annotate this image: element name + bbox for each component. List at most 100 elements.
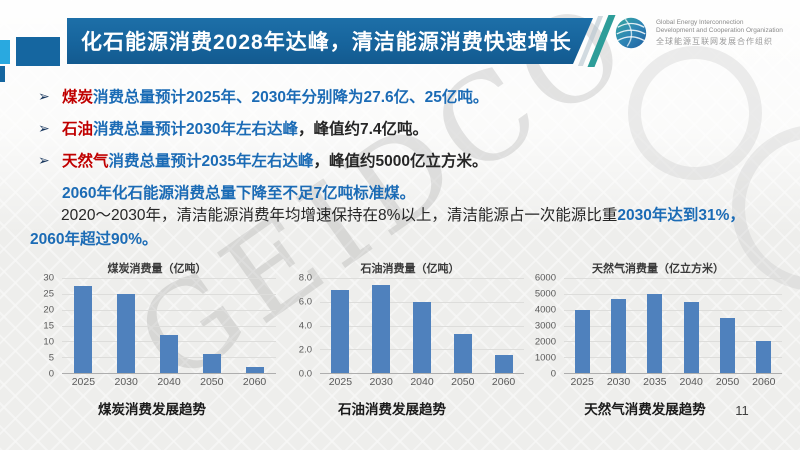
- paragraph-text: 2020～2030年，清洁能源消费年均增速保持在8%以上，清洁能源占一次能源比重: [61, 207, 618, 224]
- gridline: [62, 325, 276, 327]
- bullet-coal-text: 消费总量预计2025年、2030年分别降为27.6亿、25亿吨。: [93, 89, 489, 106]
- organization-logo: Global Energy Interconnection Developmen…: [612, 14, 783, 52]
- gridline: [564, 278, 782, 279]
- x-axis-gas: 2025 2030 2035 2040 2050 2060: [564, 374, 782, 388]
- chart-title-oil: 石油消费量（亿吨）: [360, 263, 460, 275]
- y-tick-label: 8.0: [298, 272, 312, 284]
- logo-text-en-line2: Development and Cooperation Organization: [656, 27, 783, 34]
- gridline: [62, 278, 276, 279]
- bar-2040: [160, 335, 178, 373]
- logo-text-en-line1: Global Energy Interconnection: [656, 18, 744, 26]
- y-tick-label: 5: [48, 352, 54, 364]
- bar-2030: [611, 298, 626, 373]
- bullet-arrow-icon: ➢: [38, 87, 50, 104]
- y-tick-label: 6000: [534, 272, 556, 284]
- bar-2050: [202, 354, 221, 373]
- bullet-coal: ➢ 煤炭 消费总量预计2025年、2030年分别降为27.6亿、25亿吨。: [38, 80, 768, 112]
- bullet-oil: ➢ 石油 消费总量预计2030年左右达峰 ，峰值约7.4亿吨。: [38, 112, 768, 144]
- y-tick-label: 2000: [534, 336, 556, 348]
- bar-2030: [117, 293, 136, 373]
- x-axis-oil: 2025 2030 2040 2050 2060: [320, 374, 524, 388]
- logo-text-cn: 全球能源互联网发展合作组织: [656, 37, 773, 47]
- bar-2050: [720, 317, 735, 373]
- bullet-gas-keyword: 天然气: [62, 153, 109, 170]
- bar-2040: [683, 301, 699, 373]
- y-tick-label: 4000: [534, 304, 556, 316]
- x-tick-label: 2040: [157, 376, 181, 388]
- x-tick-label: 2060: [242, 376, 267, 388]
- y-tick-label: 25: [43, 288, 54, 300]
- gridline: [564, 357, 782, 359]
- y-tick-label: 0: [550, 368, 556, 380]
- paragraph-highlight-2: 2060年超过90%。: [30, 231, 158, 248]
- bullet-arrow-icon: ➢: [38, 151, 50, 168]
- plot-area-oil: [320, 278, 524, 374]
- y-tick-label: 20: [43, 304, 54, 316]
- chart-caption-oil: 石油消费发展趋势: [338, 402, 446, 417]
- y-axis-gas: 0 1000 2000 3000 4000 5000 6000: [528, 273, 560, 380]
- x-tick-label: 2025: [570, 376, 594, 388]
- y-tick-label: 15: [43, 320, 54, 332]
- bar-2060: [245, 366, 264, 373]
- x-tick-label: 2040: [410, 376, 434, 388]
- gridline: [564, 293, 782, 295]
- bullet-list: ➢ 煤炭 消费总量预计2025年、2030年分别降为27.6亿、25亿吨。 ➢ …: [38, 80, 768, 208]
- bar-2025: [74, 285, 93, 373]
- y-tick-label: 3000: [534, 320, 556, 332]
- bullet-gas-text: 消费总量预计2035年左右达峰: [108, 153, 314, 170]
- globe-icon: [615, 17, 647, 49]
- bar-2060: [494, 355, 513, 373]
- gridline: [320, 278, 524, 279]
- bar-2050: [453, 333, 472, 373]
- chart-caption-coal: 煤炭消费发展趋势: [98, 402, 206, 417]
- chart-title-coal: 煤炭消费量（亿吨）: [107, 263, 207, 275]
- bullet-2060-summary: 2060年化石能源消费总量下降至不足7亿吨标准煤。: [38, 176, 768, 208]
- y-tick-label: 0.0: [298, 368, 312, 380]
- header-accent-square-light: [0, 40, 10, 64]
- y-tick-label: 10: [43, 336, 54, 348]
- gas-consumption-chart: 天然气消费量（亿立方米） 0 1000 2000 3000 4000 5000 6000 2…: [528, 260, 788, 392]
- bar-2040: [413, 301, 431, 373]
- x-tick-label: 2030: [369, 376, 393, 388]
- x-tick-label: 2030: [114, 376, 138, 388]
- x-tick-label: 2060: [491, 376, 516, 388]
- x-tick-label: 2050: [451, 376, 475, 388]
- y-tick-label: 2.0: [298, 344, 312, 356]
- y-tick-label: 5000: [534, 288, 556, 300]
- bullet-gas-tail: ，峰值约5000亿立方米。: [313, 153, 488, 170]
- gridline: [62, 293, 276, 295]
- x-tick-label: 2060: [752, 376, 776, 388]
- oil-consumption-chart: 石油消费量（亿吨） 0.0 2.0 4.0 6.0 8.0 2025 2030 2040 20…: [290, 260, 530, 392]
- plot-area-gas: [564, 278, 782, 374]
- gridline: [62, 309, 276, 311]
- bar-2025: [331, 289, 350, 373]
- slide-title: 化石能源消费2028年达峰，清洁能源消费快速增长: [81, 31, 572, 54]
- bar-2035: [647, 293, 663, 373]
- header-accent-square-small: [0, 66, 5, 82]
- y-axis-oil: 0.0 2.0 4.0 6.0 8.0: [284, 273, 316, 380]
- chart-title-gas: 天然气消费量（亿立方米）: [592, 263, 724, 275]
- bullet-gas: ➢ 天然气 消费总量预计2035年左右达峰 ，峰值约5000亿立方米。: [38, 144, 768, 176]
- x-tick-label: 2035: [643, 376, 667, 388]
- x-tick-label: 2050: [200, 376, 224, 388]
- bullet-oil-keyword: 石油: [62, 121, 94, 138]
- page-number: 11: [735, 403, 749, 418]
- y-tick-label: 4.0: [298, 320, 312, 332]
- paragraph-highlight-1: 2030年达到31%，: [617, 207, 745, 224]
- header-accent-square-dark: [16, 37, 60, 66]
- x-tick-label: 2040: [679, 376, 703, 388]
- plot-area-coal: [62, 278, 276, 374]
- bar-2030: [372, 285, 391, 373]
- bullet-oil-tail: ，峰值约7.4亿吨。: [298, 121, 429, 138]
- bullet-coal-keyword: 煤炭: [62, 89, 94, 106]
- bar-2025: [574, 309, 590, 373]
- y-axis-coal: 0 5 10 15 20 25 30: [26, 273, 58, 380]
- gridline: [564, 325, 782, 327]
- y-tick-label: 6.0: [298, 296, 312, 308]
- gridline: [564, 341, 782, 343]
- x-axis-coal: 2025 2030 2040 2050 2060: [62, 374, 276, 388]
- y-tick-label: 30: [43, 272, 54, 284]
- bullet-2060-text: 2060年化石能源消费总量下降至不足7亿吨标准煤。: [62, 185, 416, 202]
- gridline: [564, 309, 782, 311]
